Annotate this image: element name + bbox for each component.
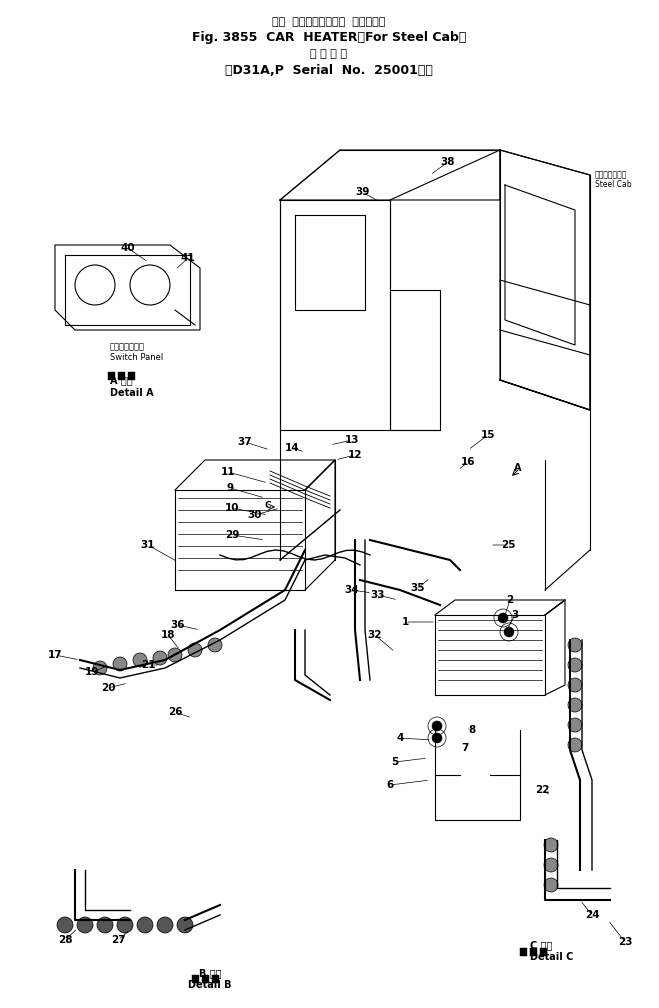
Text: C 詳細: C 詳細 <box>530 940 552 950</box>
Circle shape <box>432 733 442 743</box>
Circle shape <box>568 698 582 712</box>
Circle shape <box>568 738 582 752</box>
Text: 2: 2 <box>506 595 513 605</box>
Bar <box>530 948 537 956</box>
Text: 40: 40 <box>121 243 135 253</box>
Circle shape <box>97 917 113 933</box>
Bar <box>108 372 115 380</box>
Circle shape <box>93 661 107 675</box>
Text: 4: 4 <box>396 733 404 743</box>
Circle shape <box>153 651 167 665</box>
Circle shape <box>544 838 558 852</box>
Text: 7: 7 <box>461 743 469 753</box>
Text: 27: 27 <box>111 935 125 946</box>
Text: 34: 34 <box>345 585 359 595</box>
Bar <box>128 372 135 380</box>
Text: 28: 28 <box>58 935 72 946</box>
Text: 6: 6 <box>386 780 393 790</box>
Text: 17: 17 <box>47 650 63 660</box>
Text: 35: 35 <box>411 583 425 593</box>
Circle shape <box>568 678 582 692</box>
Text: 23: 23 <box>617 937 632 947</box>
Text: 3: 3 <box>511 610 519 620</box>
Circle shape <box>498 613 508 623</box>
Text: 37: 37 <box>238 437 252 447</box>
Text: （D31A,P  Serial  No.  25001－）: （D31A,P Serial No. 25001－） <box>225 64 433 77</box>
Text: 24: 24 <box>585 910 599 920</box>
Text: 16: 16 <box>461 457 475 467</box>
Circle shape <box>77 917 93 933</box>
Text: 41: 41 <box>181 253 195 263</box>
Circle shape <box>168 648 182 662</box>
Text: 21: 21 <box>141 660 156 670</box>
Text: 10: 10 <box>225 503 239 513</box>
Circle shape <box>117 917 133 933</box>
Circle shape <box>57 917 73 933</box>
Bar <box>192 975 199 983</box>
Circle shape <box>568 718 582 732</box>
Text: スチールキャブ: スチールキャブ <box>595 170 627 179</box>
Text: 5: 5 <box>391 757 399 767</box>
Text: 36: 36 <box>171 620 185 630</box>
Text: Switch Panel: Switch Panel <box>110 353 163 362</box>
Text: 19: 19 <box>85 667 100 677</box>
Circle shape <box>157 917 173 933</box>
Circle shape <box>432 721 442 731</box>
Text: 15: 15 <box>481 430 496 440</box>
Text: 32: 32 <box>368 630 382 640</box>
Text: スイッチパネル: スイッチパネル <box>110 342 145 351</box>
Text: 9: 9 <box>227 483 233 493</box>
Text: 25: 25 <box>501 540 515 550</box>
Text: 18: 18 <box>161 630 175 640</box>
Circle shape <box>113 657 127 671</box>
Text: Fig. 3855  CAR  HEATER（For Steel Cab）: Fig. 3855 CAR HEATER（For Steel Cab） <box>192 31 466 44</box>
Text: 29: 29 <box>225 530 239 540</box>
Text: 31: 31 <box>141 540 156 550</box>
Text: 38: 38 <box>441 157 455 167</box>
Text: Detail A: Detail A <box>110 388 154 398</box>
Text: カー  ヒータ（スチール  キャブ用）: カー ヒータ（スチール キャブ用） <box>272 17 386 27</box>
Text: Detail C: Detail C <box>530 952 573 962</box>
Text: 13: 13 <box>345 435 359 445</box>
Text: 8: 8 <box>469 725 476 735</box>
Text: A: A <box>514 463 522 473</box>
Text: A 詳細: A 詳細 <box>110 375 132 385</box>
Bar <box>212 975 219 983</box>
Bar <box>540 948 547 956</box>
Text: 39: 39 <box>355 187 369 197</box>
Text: 30: 30 <box>248 510 262 520</box>
Bar <box>202 975 209 983</box>
Text: B 詳細: B 詳細 <box>199 968 221 978</box>
Circle shape <box>568 638 582 652</box>
Circle shape <box>137 917 153 933</box>
Text: 12: 12 <box>348 450 362 460</box>
Circle shape <box>188 643 202 657</box>
Circle shape <box>544 878 558 892</box>
Text: 1: 1 <box>401 617 409 627</box>
Text: 22: 22 <box>534 785 549 795</box>
Text: 適 用 号 機: 適 用 号 機 <box>310 49 347 59</box>
Circle shape <box>133 653 147 667</box>
Circle shape <box>544 858 558 872</box>
Text: C: C <box>265 501 272 509</box>
Circle shape <box>208 638 222 652</box>
Text: Detail B: Detail B <box>188 980 232 990</box>
Bar <box>118 372 125 380</box>
Text: 26: 26 <box>168 707 183 717</box>
Text: 11: 11 <box>221 467 235 477</box>
Text: 20: 20 <box>101 683 115 694</box>
Bar <box>520 948 527 956</box>
Text: 33: 33 <box>371 590 386 600</box>
Circle shape <box>568 658 582 672</box>
Circle shape <box>504 627 514 637</box>
Text: Steel Cab: Steel Cab <box>595 180 631 190</box>
Text: 14: 14 <box>285 443 299 453</box>
Circle shape <box>177 917 193 933</box>
